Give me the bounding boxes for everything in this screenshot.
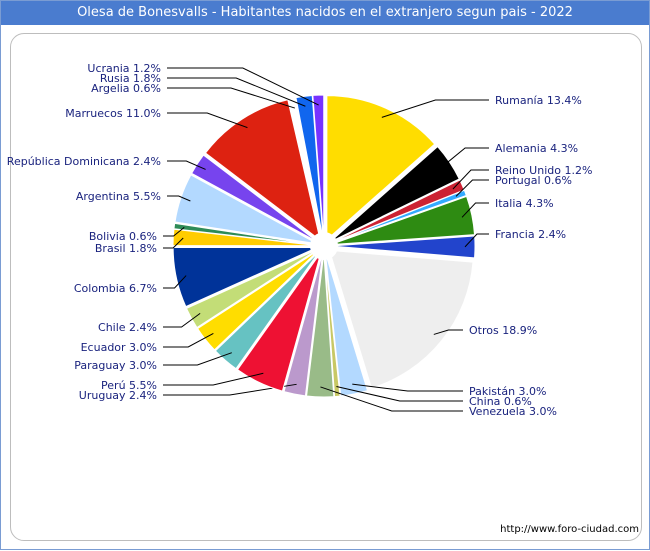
leader-line [464, 233, 489, 248]
slice-label: Pakistán 3.0% [469, 385, 547, 398]
slice-label: Bolivia 0.6% [89, 230, 157, 243]
slice-label: Ecuador 3.0% [81, 341, 157, 354]
slice-label: Paraguay 3.0% [74, 359, 157, 372]
pie-slice [172, 228, 318, 247]
leader-line [163, 275, 187, 289]
slice-label: Argentina 5.5% [76, 190, 161, 203]
pie-slice [283, 252, 324, 397]
pie-slice [330, 195, 476, 246]
pie-slice [185, 248, 319, 329]
leader-line [336, 385, 463, 402]
slice-label: Uruguay 2.4% [79, 389, 157, 402]
leader-line [452, 169, 489, 190]
pie-slice [173, 222, 318, 246]
leader-line [352, 383, 463, 392]
slice-label: Argelia 0.6% [91, 82, 161, 95]
pie-slice [236, 252, 322, 392]
leader-line [163, 332, 214, 348]
slice-label: Reino Unido 1.2% [495, 164, 592, 177]
slice-label: China 0.6% [469, 395, 532, 408]
pie-slice [312, 94, 325, 240]
source-url: http://www.foro-ciudad.com [500, 524, 639, 535]
pie-slice [289, 97, 324, 240]
slice-label: Marruecos 11.0% [65, 107, 161, 120]
slice-label: República Dominicana 2.4% [7, 155, 161, 168]
leader-line [163, 312, 201, 328]
pie-slice [174, 174, 318, 245]
slice-label: Ucrania 1.2% [87, 62, 161, 75]
pie-slice [196, 249, 319, 351]
leader-line [167, 87, 296, 109]
slice-label: Colombia 6.7% [74, 282, 157, 295]
pie-slice [190, 154, 319, 243]
leader-line [163, 372, 264, 386]
leader-line [167, 67, 319, 106]
chart-title: Olesa de Bonesvalls - Habitantes nacidos… [1, 1, 649, 25]
pie-slice [214, 250, 320, 370]
slice-label: Perú 5.5% [101, 379, 157, 392]
pie-slice [329, 145, 460, 243]
leader-line [163, 352, 232, 366]
slice-label: Italia 4.3% [495, 197, 554, 210]
slice-label: Otros 18.9% [469, 324, 537, 337]
slice-label: Chile 2.4% [98, 321, 157, 334]
pie-slice [324, 252, 341, 398]
leader-line [163, 226, 185, 237]
slice-label: Rusia 1.8% [100, 72, 161, 85]
slice-label: Brasil 1.8% [95, 242, 157, 255]
leader-line [167, 160, 206, 170]
pie-center [310, 232, 338, 260]
leader-line [163, 237, 184, 249]
pie-slice [324, 252, 369, 397]
pie-slice [328, 249, 474, 389]
leader-line [167, 195, 191, 202]
slice-label: Venezuela 3.0% [469, 405, 557, 418]
pie-slice [330, 189, 467, 245]
leader-line [433, 329, 463, 335]
leader-line [455, 179, 489, 197]
slice-label: Rumanía 13.4% [495, 94, 582, 107]
slice-label: Francia 2.4% [495, 228, 566, 241]
leader-line [167, 77, 306, 107]
leader-line [167, 112, 248, 129]
pie-slice [204, 99, 321, 242]
pie-slice [326, 95, 436, 241]
slice-label: Alemania 4.3% [495, 142, 578, 155]
leader-line [381, 99, 489, 118]
slice-label: Portugal 0.6% [495, 174, 572, 187]
pie-slice [306, 252, 335, 398]
leader-line [440, 147, 489, 168]
pie-slice [295, 94, 324, 240]
leader-line [320, 386, 463, 412]
leader-line [461, 202, 489, 218]
